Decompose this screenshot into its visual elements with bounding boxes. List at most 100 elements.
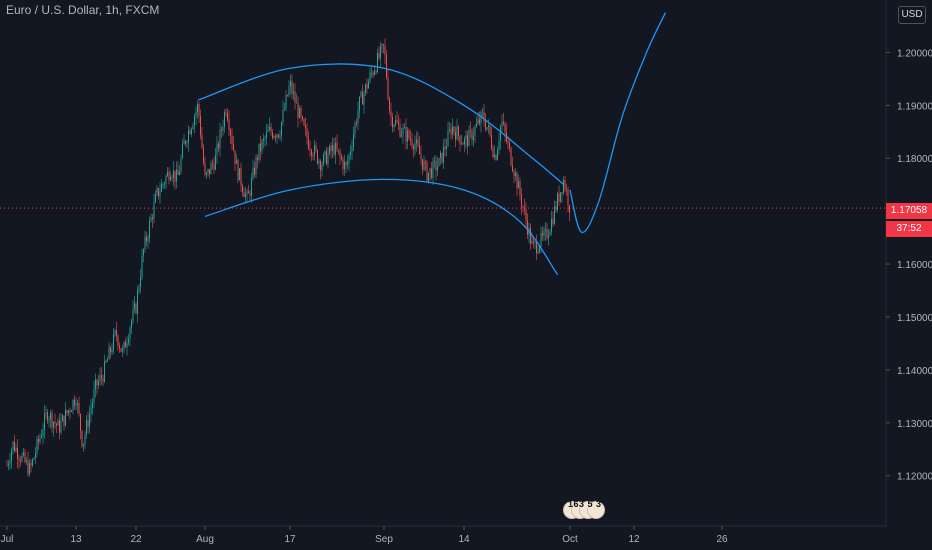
candle-body: [569, 205, 570, 213]
candle-body: [155, 194, 156, 203]
lower-arc-drawing[interactable]: [204, 178, 559, 276]
projection-curve-drawing[interactable]: [569, 12, 667, 233]
candle-body: [11, 450, 12, 462]
candle-body: [227, 113, 228, 120]
upper-arc-drawing[interactable]: [197, 63, 565, 186]
candle-body: [461, 143, 462, 145]
candle-body: [554, 206, 555, 225]
candle-body: [45, 412, 47, 414]
candle-body: [534, 241, 536, 243]
candle-body: [386, 55, 387, 78]
candle-body: [399, 124, 401, 137]
candle-body: [345, 162, 347, 165]
x-tick-label: Jul: [1, 534, 14, 545]
candle-body: [338, 149, 339, 152]
candle-body: [159, 191, 161, 197]
candle-body: [140, 277, 141, 288]
candle-body: [33, 457, 35, 460]
candle-body: [513, 171, 515, 176]
economic-events-markers[interactable]: 163 5 3: [563, 498, 605, 522]
candle-body: [536, 241, 537, 254]
candle-body: [156, 188, 158, 195]
candle-body: [453, 126, 455, 132]
candle-body: [297, 102, 299, 119]
candle-body: [330, 146, 332, 152]
candle-body: [312, 155, 314, 157]
price-axis[interactable]: 1.12000 1.13000 1.14000 1.15000 1.16000 1.170…: [886, 48, 932, 483]
candle-body: [15, 447, 17, 452]
candle-body: [488, 125, 489, 128]
candle-body: [492, 148, 494, 158]
candle-body: [327, 153, 329, 165]
candle-body: [288, 86, 290, 96]
candle-body: [51, 412, 53, 428]
event-icon[interactable]: [587, 501, 605, 519]
x-tick-label: 14: [458, 534, 470, 545]
candle-body: [443, 146, 444, 163]
currency-button[interactable]: USD: [898, 6, 926, 24]
candle-body: [495, 154, 497, 160]
candle-body: [261, 140, 263, 152]
candle-body: [509, 142, 510, 148]
candle-body: [521, 195, 522, 207]
candle-body: [153, 202, 155, 220]
candle-body: [236, 160, 237, 164]
candle-body: [276, 134, 278, 138]
candle-body: [378, 53, 380, 59]
candle-body: [63, 415, 65, 426]
candle-body: [263, 138, 264, 141]
candle-body: [44, 413, 45, 431]
candle-body: [231, 134, 233, 145]
candle-body: [470, 129, 471, 131]
candle-body: [305, 125, 306, 129]
candle-body: [189, 130, 191, 135]
candle-body: [377, 53, 378, 73]
candle-body: [138, 287, 140, 292]
candle-body: [285, 95, 287, 109]
candle-body: [318, 161, 320, 164]
candle-body: [321, 165, 323, 171]
candle-body: [122, 349, 123, 352]
candle-body: [566, 189, 567, 191]
candle-body: [134, 303, 135, 310]
candle-body: [497, 149, 498, 160]
y-tick-label: 1.18000: [897, 154, 932, 165]
candle-body: [57, 420, 59, 426]
candle-body: [447, 130, 449, 147]
time-axis[interactable]: Jul 13 22 Aug 17 Sep 14 Oct 12 26: [1, 526, 728, 545]
candle-body: [372, 72, 374, 75]
candle-body: [113, 333, 114, 351]
candle-body: [20, 459, 21, 462]
candle-body: [354, 123, 356, 135]
candle-body: [315, 145, 317, 151]
candle-body: [522, 206, 524, 208]
candle-body: [431, 168, 432, 178]
candle-body: [216, 143, 218, 156]
candle-body: [516, 172, 518, 189]
candle-body: [54, 421, 56, 424]
candle-body: [440, 152, 441, 158]
candle-body: [543, 231, 545, 236]
candle-body: [228, 119, 230, 131]
candle-body: [441, 152, 443, 163]
candle-body: [257, 157, 258, 160]
candle-body: [252, 167, 254, 179]
candle-body: [380, 46, 381, 59]
candle-body: [503, 121, 504, 124]
candle-body: [489, 125, 491, 135]
candle-body: [36, 439, 38, 454]
candle-body: [414, 143, 416, 150]
candle-body: [366, 84, 368, 89]
candle-body: [459, 135, 461, 144]
candle-body: [446, 146, 447, 150]
candle-body: [96, 379, 98, 386]
candle-body: [375, 71, 377, 73]
candle-body: [306, 128, 308, 139]
candle-body: [65, 410, 66, 426]
candle-body: [273, 136, 275, 138]
candle-body: [120, 348, 122, 352]
candle-body: [416, 139, 417, 144]
candle-body: [26, 460, 27, 462]
candle-body: [434, 160, 435, 162]
